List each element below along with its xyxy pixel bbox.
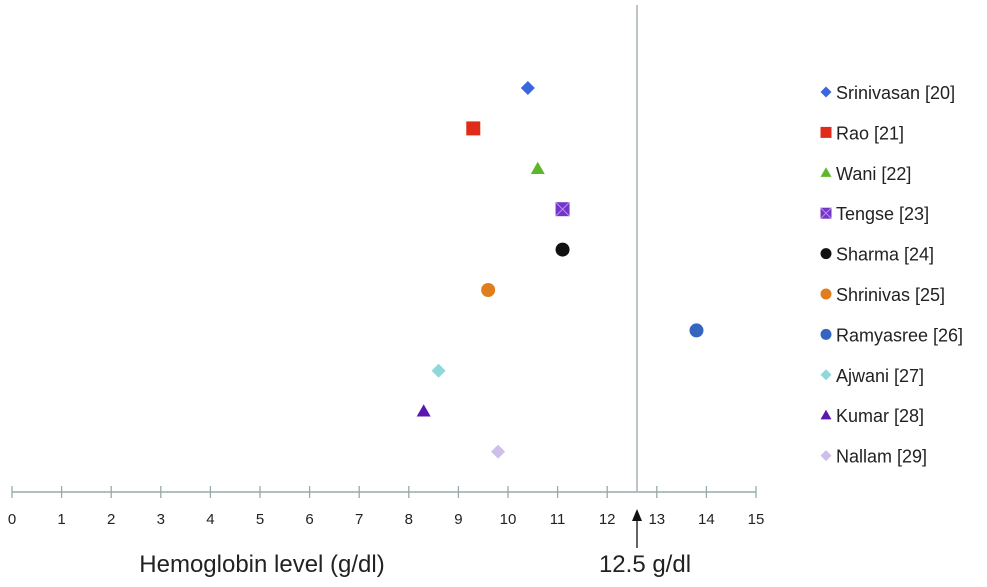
legend-label: Rao [21]: [836, 123, 904, 143]
x-tick-label: 15: [748, 511, 765, 528]
data-point: [491, 444, 506, 459]
x-tick-label: 9: [454, 511, 462, 528]
x-tick-label: 10: [500, 511, 517, 528]
legend-label: Sharma [24]: [836, 245, 934, 265]
data-point: [431, 363, 446, 378]
legend-marker: [820, 409, 832, 420]
data-point: [466, 121, 481, 136]
legend-label: Ramyasree [26]: [836, 325, 963, 345]
legend-marker: [820, 126, 832, 138]
legend-label: Kumar [28]: [836, 406, 924, 426]
x-tick-label: 11: [550, 511, 566, 528]
data-point: [530, 161, 545, 175]
x-tick-label: 3: [157, 511, 165, 528]
x-tick-label: 6: [305, 511, 313, 528]
x-tick-label: 12: [599, 511, 616, 528]
legend-marker: [820, 86, 832, 98]
x-tick-label: 5: [256, 511, 264, 528]
x-axis-label: Hemoglobin level (g/dl): [139, 551, 384, 578]
legend-marker: [820, 207, 832, 220]
reference-arrow-head: [632, 509, 642, 521]
legend-marker: [820, 248, 832, 260]
legend-marker: [820, 328, 832, 340]
data-point: [555, 242, 570, 257]
legend-label: Shrinivas [25]: [836, 285, 945, 305]
x-tick-label: 8: [405, 511, 413, 528]
legend-label: Nallam [29]: [836, 447, 927, 467]
legend-marker: [820, 450, 832, 462]
data-point: [689, 323, 704, 338]
reference-line-label: 12.5 g/dl: [599, 551, 691, 578]
x-tick-label: 1: [57, 511, 65, 528]
x-tick-label: 7: [355, 511, 363, 528]
data-point: [481, 283, 496, 297]
data-point: [520, 81, 535, 95]
x-tick-label: 4: [206, 511, 214, 528]
legend-label: Ajwani [27]: [836, 366, 924, 386]
x-tick-label: 13: [648, 511, 665, 528]
x-tick-label: 2: [107, 511, 115, 528]
data-point: [416, 404, 431, 417]
legend-marker: [820, 288, 832, 300]
x-tick-label: 0: [8, 511, 16, 528]
legend-marker: [820, 167, 832, 177]
x-tick-label: 14: [698, 511, 715, 528]
legend-label: Wani [22]: [836, 164, 911, 184]
legend-label: Tengse [23]: [836, 204, 929, 224]
legend-marker: [820, 369, 832, 381]
legend-label: Srinivasan [20]: [836, 83, 955, 103]
data-point: [555, 201, 570, 217]
